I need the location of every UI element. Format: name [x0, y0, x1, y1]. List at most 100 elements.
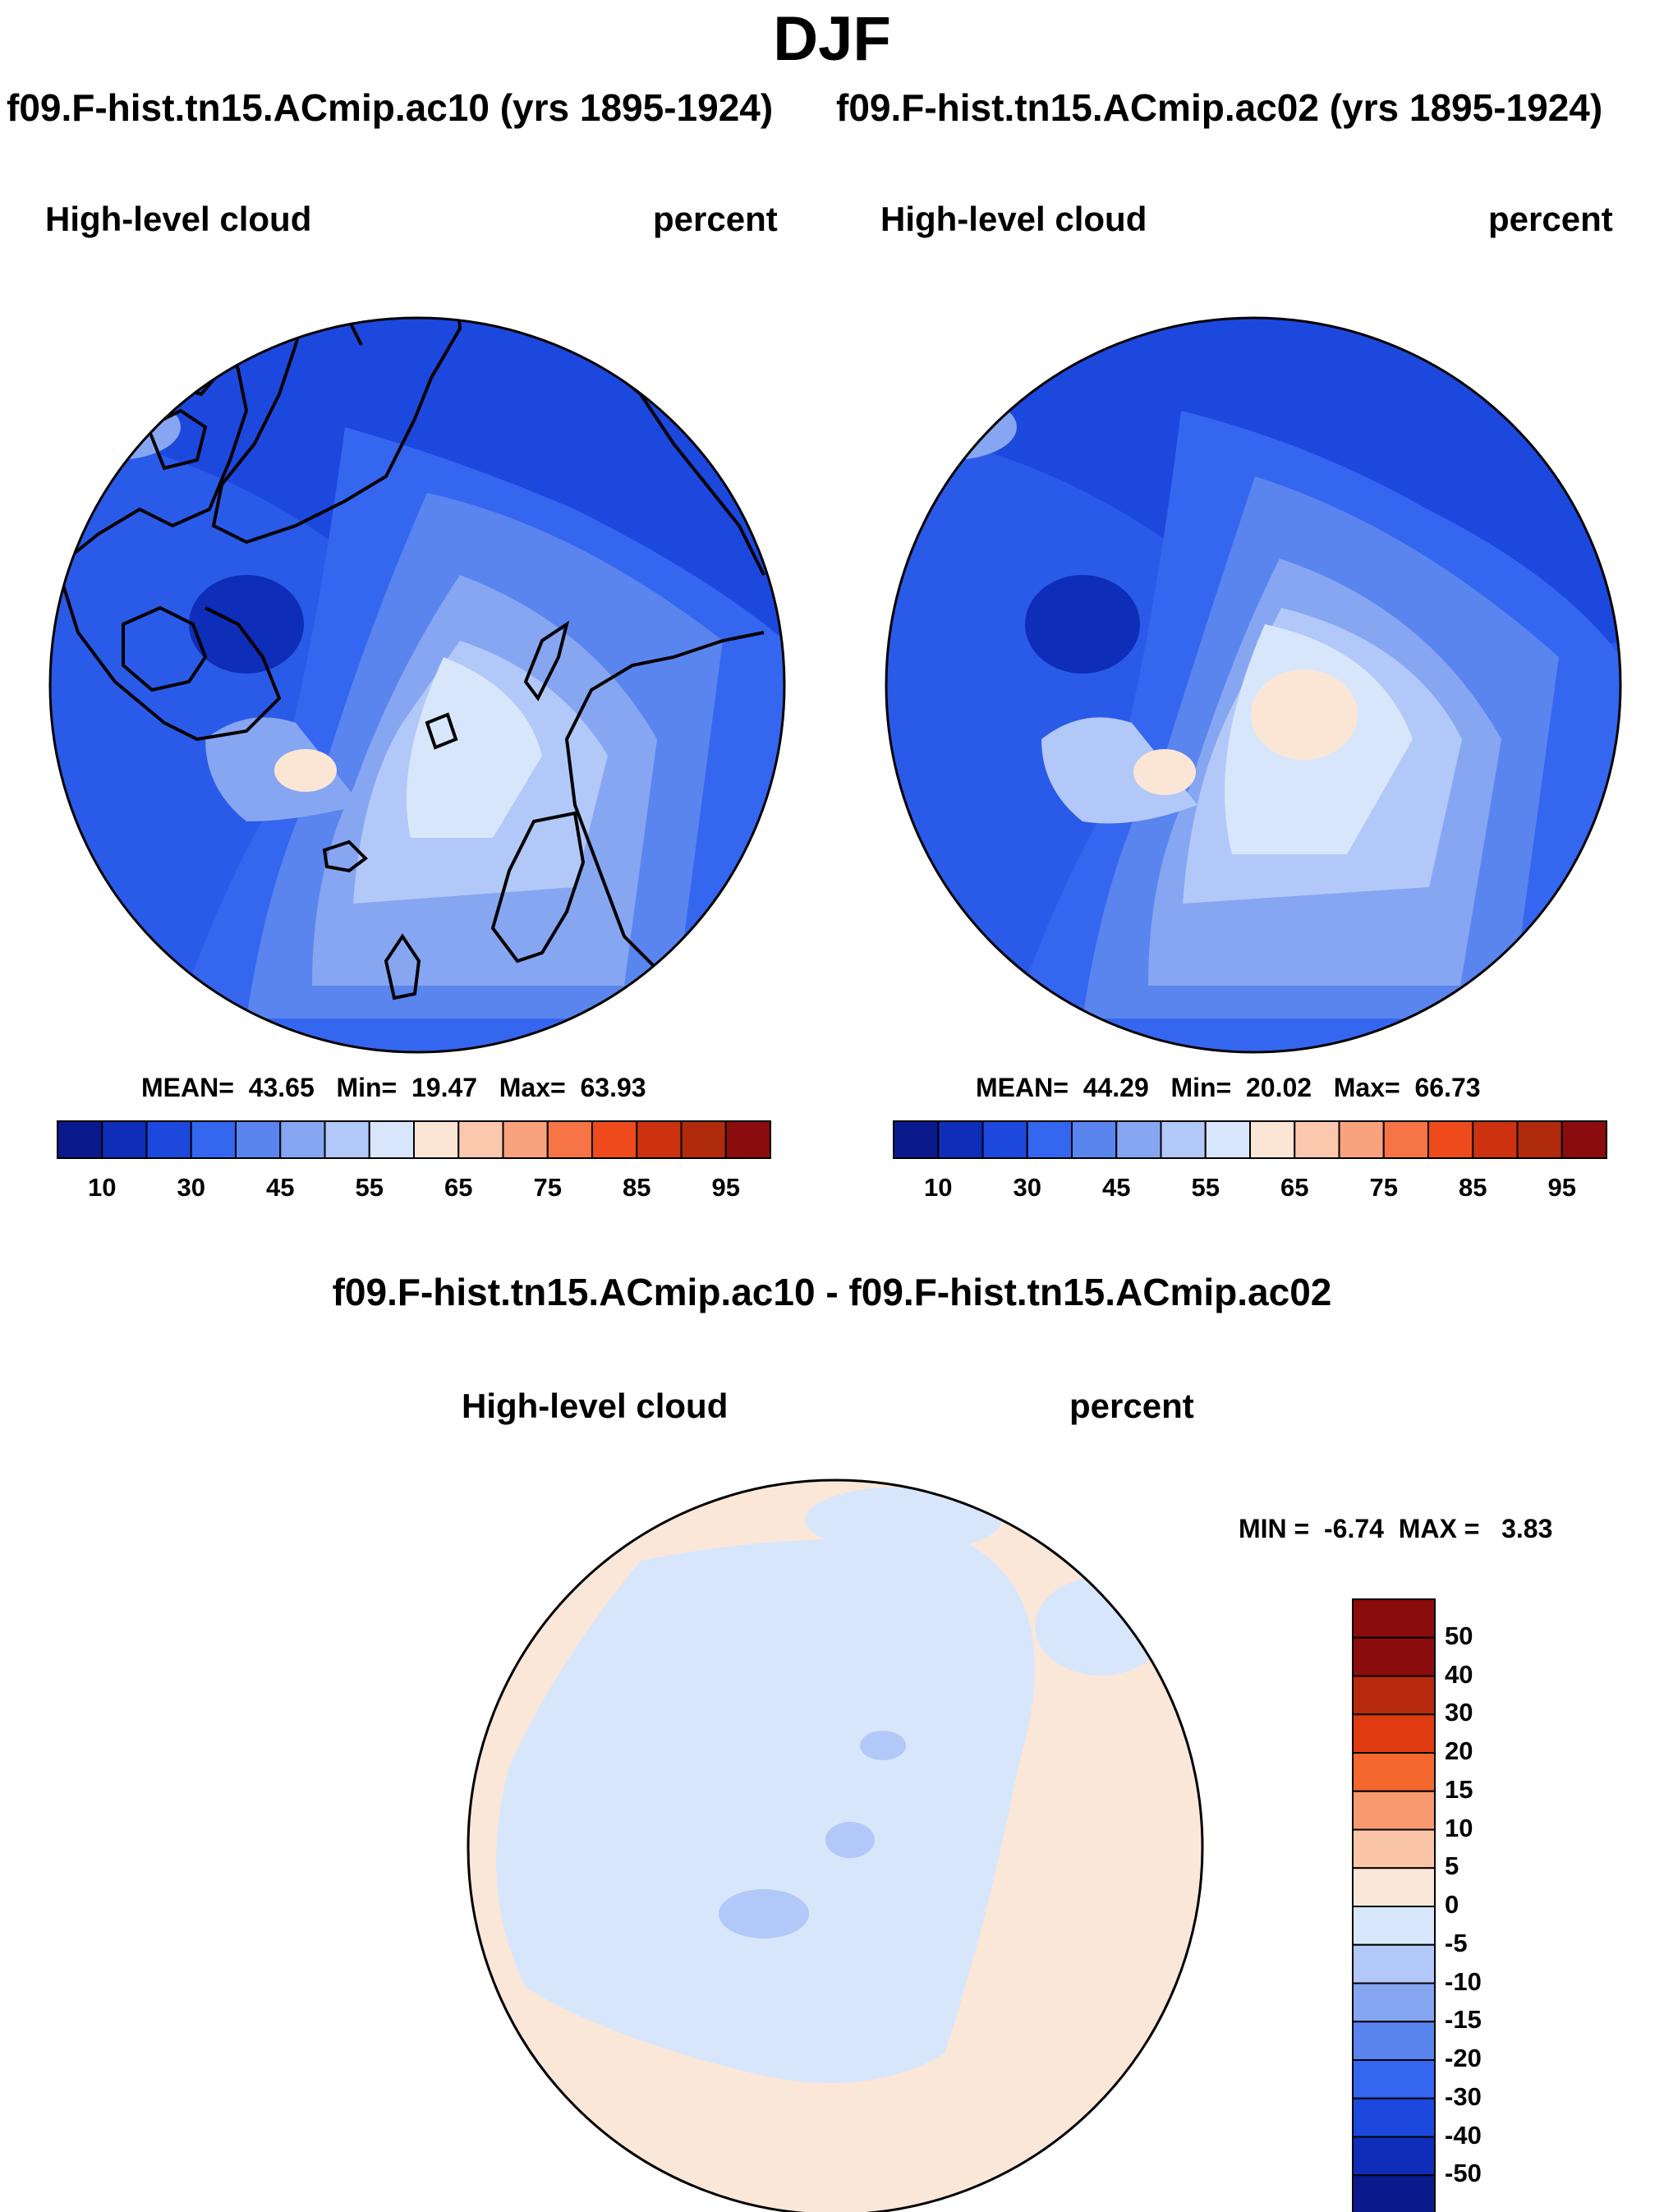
panel1-colorbar-swatch-14: [680, 1120, 727, 1159]
panel1-colorbar-tick-7: 95: [711, 1173, 740, 1202]
panel2-colorbar-tick-4: 65: [1280, 1173, 1309, 1202]
panel3-colorbar-tick-2: 30: [1445, 1698, 1473, 1727]
panel2-colorbar-swatch-12: [1427, 1120, 1474, 1159]
panel1-colorbar-swatch-1: [101, 1120, 148, 1159]
panel1-colorbar-swatch-7: [368, 1120, 415, 1159]
panel1-colorbar-swatch-6: [324, 1120, 370, 1159]
panel2-colorbar-swatch-15: [1561, 1120, 1607, 1159]
panel3-colorbar-swatch-14: [1352, 2136, 1436, 2177]
panel1-colorbar-swatch-15: [724, 1120, 771, 1159]
panel1-colorbar-swatch-5: [279, 1120, 326, 1159]
panel3-colorbar-tick-4: 15: [1445, 1774, 1473, 1804]
panel3-colorbar-swatch-15: [1352, 2174, 1436, 2212]
panel3-colorbar-swatch-11: [1352, 2021, 1436, 2061]
panel1-colorbar-tick-3: 55: [355, 1173, 384, 1202]
panel3-colorbar-swatch-7: [1352, 1867, 1436, 1907]
panel2-colorbar-tick-2: 45: [1102, 1173, 1131, 1202]
panel1-colorbar-swatch-8: [413, 1120, 460, 1159]
panel2-colorbar-swatch-1: [937, 1120, 984, 1159]
panel1-map-boundary: [48, 316, 786, 1054]
panel3-min-label: MIN =: [1239, 1514, 1310, 1543]
panel3-colorbar-swatch-9: [1352, 1943, 1436, 1984]
panel2-colorbar-swatch-0: [893, 1120, 940, 1159]
panel3-min-value: -6.74: [1324, 1514, 1384, 1543]
panel2-min-value: 20.02: [1246, 1073, 1312, 1102]
panel1-colorbar-swatch-2: [145, 1120, 192, 1159]
panel2-field-min-patch: [1025, 575, 1140, 674]
panel2-map: [886, 318, 1620, 1052]
panel1-colorbar-swatch-13: [636, 1120, 683, 1159]
panel2-colorbar-swatch-10: [1338, 1120, 1385, 1159]
panel2-colorbar-swatch-7: [1204, 1120, 1251, 1159]
panel1-field-band-60: [407, 657, 542, 838]
panel2-max-value: 66.73: [1414, 1073, 1481, 1102]
panel1-units-label: percent: [653, 200, 778, 238]
panel1-mean-label: MEAN=: [141, 1073, 234, 1102]
panel3-colorbar-tick-10: -15: [1445, 2005, 1482, 2035]
panel1-colorbar-tick-1: 30: [177, 1173, 205, 1202]
panel2-colorbar-tick-0: 10: [924, 1173, 953, 1202]
panel3-field-negative-north: [805, 1487, 1002, 1552]
panel3-colorbar-swatch-5: [1352, 1790, 1436, 1831]
panel3-colorbar-tick-1: 40: [1445, 1659, 1473, 1689]
panel2-colorbar-swatch-2: [981, 1120, 1028, 1159]
panel2-colorbar-swatch-6: [1160, 1120, 1207, 1159]
panel2-field-band-greenland: [1041, 717, 1197, 824]
panel2-colorbar-tick-6: 85: [1459, 1173, 1487, 1202]
panel3-colorbar-swatch-3: [1352, 1713, 1436, 1754]
panel3-colorbar-tick-14: -50: [1445, 2159, 1482, 2188]
panel2-mean-label: MEAN=: [976, 1073, 1069, 1102]
panel3-colorbar-tick-8: -5: [1445, 1928, 1468, 1957]
diff-title: f09.F-hist.tn15.ACmip.ac10 - f09.F-hist.…: [332, 1271, 1332, 1313]
panel1-colorbar-tick-5: 75: [533, 1173, 562, 1202]
panel2-variable-label: High-level cloud: [880, 200, 1147, 238]
panel3-colorbar-tick-0: 50: [1445, 1621, 1473, 1650]
panel2-mean-value: 44.29: [1083, 1073, 1149, 1102]
panel3-field-neg10-c: [860, 1731, 906, 1760]
panel2-units-label: percent: [1488, 200, 1613, 238]
panel3-colorbar-swatch-2: [1352, 1675, 1436, 1716]
panel3-colorbar-swatch-13: [1352, 2097, 1436, 2138]
panel1-colorbar-tick-0: 10: [88, 1173, 117, 1202]
panel2-max-label: Max=: [1333, 1073, 1400, 1102]
panel3-max-label: MAX =: [1398, 1514, 1480, 1543]
panel1-colorbar-swatch-4: [235, 1120, 282, 1159]
panel2-colorbar: [893, 1120, 1607, 1159]
panel3-colorbar-swatch-6: [1352, 1828, 1436, 1869]
panel2-colorbar-tick-3: 55: [1191, 1173, 1220, 1202]
panel1-colorbar-tick-4: 65: [444, 1173, 473, 1202]
panel3-colorbar-swatch-0: [1352, 1598, 1436, 1639]
panel1-colorbar-swatch-12: [591, 1120, 638, 1159]
panel1-mean-value: 43.65: [248, 1073, 315, 1102]
panel1-map: [50, 318, 784, 1052]
panel1-variable-label: High-level cloud: [45, 200, 312, 238]
panel3-units-label: percent: [1069, 1387, 1194, 1425]
panel1-colorbar-swatch-9: [457, 1120, 504, 1159]
panel2-colorbar-swatch-9: [1294, 1120, 1340, 1159]
panel1-min-value: 19.47: [411, 1073, 478, 1102]
panel1-colorbar-swatch-0: [57, 1120, 103, 1159]
panel1-colorbar-swatch-3: [190, 1120, 237, 1159]
panel3-stats: MIN = -6.74 MAX = 3.83: [1239, 1514, 1552, 1544]
panel2-stats: MEAN= 44.29 Min= 20.02 Max= 66.73: [976, 1073, 1481, 1103]
panel1-colorbar-tick-2: 45: [266, 1173, 295, 1202]
panel3-colorbar-tick-13: -40: [1445, 2120, 1482, 2150]
panel3-colorbar-tick-3: 20: [1445, 1736, 1473, 1765]
panel2-colorbar-swatch-14: [1516, 1120, 1563, 1159]
panel1-field-patch-west: [50, 394, 181, 460]
panel1-field-min-patch: [189, 575, 304, 674]
panel2-colorbar-swatch-13: [1472, 1120, 1519, 1159]
run-title-right: f09.F-hist.tn15.ACmip.ac02 (yrs 1895-192…: [836, 86, 1603, 129]
panel3-colorbar-tick-6: 5: [1445, 1851, 1459, 1881]
panel3-colorbar-tick-9: -10: [1445, 1966, 1482, 1996]
panel1-max-label: Max=: [499, 1073, 566, 1102]
panel3-colorbar-swatch-1: [1352, 1636, 1436, 1677]
panel1-colorbar-swatch-10: [502, 1120, 549, 1159]
panel2-colorbar-swatch-11: [1382, 1120, 1429, 1159]
panel3-colorbar-swatch-8: [1352, 1906, 1436, 1946]
panel3-colorbar-swatch-4: [1352, 1752, 1436, 1792]
panel1-colorbar: [57, 1120, 771, 1159]
panel3-field-neg10-a: [719, 1889, 809, 1938]
panel3-colorbar-tick-12: -30: [1445, 2081, 1482, 2111]
